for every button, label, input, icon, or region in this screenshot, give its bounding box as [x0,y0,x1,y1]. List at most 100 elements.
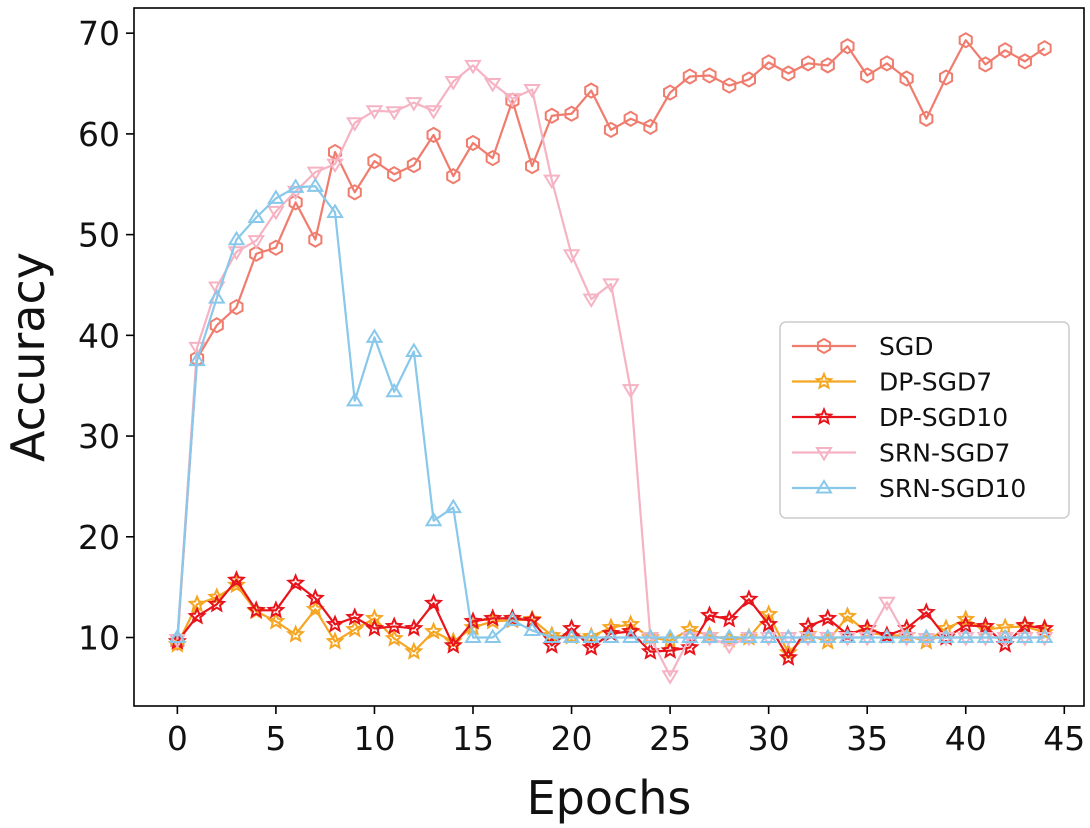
data-point-dp-sgd10 [680,637,700,656]
data-point-srn-sgd7 [621,384,640,399]
data-point-srn-sgd10 [168,628,187,644]
data-point-dp-sgd7 [207,587,227,606]
series-line-sgd [176,39,1046,643]
data-point-sgd [347,184,362,201]
data-point-srn-sgd10 [878,628,896,644]
data-point-srn-sgd10 [464,628,482,644]
series-dp-sgd10 [167,569,1055,666]
series-srn-sgd10 [168,177,1054,644]
data-point-dp-sgd10 [483,608,503,627]
data-point-srn-sgd7 [838,631,857,647]
data-point-srn-sgd7 [523,84,541,99]
data-point-srn-sgd7 [267,205,285,221]
data-point-srn-sgd7 [562,249,581,264]
data-point-srn-sgd7 [976,631,995,647]
data-point-srn-sgd7 [424,105,443,120]
data-point-dp-sgd7 [345,619,365,638]
data-point-srn-sgd10 [247,208,265,224]
x-tick-label: 20 [551,719,593,758]
data-point-sgd [781,65,796,82]
legend-marker [816,337,832,355]
data-point-srn-sgd7 [819,631,837,647]
data-point-dp-sgd10 [423,593,444,612]
legend: SGD DP-SGD7 DP-SGD10 SRN-SGD7 SRN-SGD10 [779,321,1070,519]
data-point-srn-sgd10 [188,351,206,367]
data-point-sgd [623,110,638,127]
data-point-dp-sgd10 [699,605,720,624]
data-point-srn-sgd7 [897,631,916,647]
data-point-srn-sgd7 [681,631,699,647]
data-point-srn-sgd7 [720,640,739,655]
data-point-srn-sgd10 [1016,628,1034,644]
data-point-sgd [879,55,894,72]
data-point-srn-sgd7 [661,670,679,685]
legend-marker [814,371,834,390]
data-point-srn-sgd10 [405,342,423,358]
data-point-sgd [998,42,1013,59]
data-point-sgd [722,77,737,94]
x-tick-label: 0 [167,719,188,758]
data-point-dp-sgd7 [956,609,976,628]
y-axis: 10 20 30 40 50 60 70 [78,14,134,658]
data-point-sgd [603,121,619,139]
data-point-srn-sgd10 [661,628,679,644]
data-point-sgd [584,82,599,99]
data-point-srn-sgd7 [779,631,798,647]
data-point-sgd [643,118,658,136]
data-point-sgd [801,55,816,72]
data-point-sgd [426,126,441,144]
data-point-srn-sgd10 [326,203,344,219]
plot-frame [133,7,1085,707]
data-point-sgd [663,84,678,101]
data-point-srn-sgd10 [543,628,561,644]
data-point-srn-sgd7 [700,631,719,647]
x-tick-label: 25 [649,719,691,758]
x-tick-label: 10 [353,719,395,758]
data-point-sgd [229,298,244,316]
data-point-srn-sgd10 [602,628,620,644]
data-point-sgd [958,32,973,49]
data-point-srn-sgd10 [267,189,285,204]
data-point-srn-sgd10 [208,289,226,304]
data-point-dp-sgd10 [916,602,936,621]
data-point-srn-sgd10 [819,628,837,644]
data-point-dp-sgd10 [384,616,404,635]
legend-label: SRN-SGD10 [879,474,1026,503]
data-point-srn-sgd7 [917,632,936,648]
data-point-sgd [268,239,283,256]
data-point-srn-sgd10 [759,628,778,644]
data-point-sgd [919,110,934,127]
data-point-sgd [465,134,481,152]
data-point-srn-sgd7 [365,105,384,120]
data-point-srn-sgd7 [602,278,620,293]
data-point-dp-sgd7 [384,628,404,647]
data-point-dp-sgd7 [621,614,641,633]
data-point-sgd [978,56,993,73]
data-point-srn-sgd10 [582,628,601,644]
data-point-sgd [820,57,835,74]
data-point-srn-sgd10 [917,628,936,644]
data-point-srn-sgd10 [838,628,857,644]
y-tick-label: 70 [78,14,120,53]
data-point-srn-sgd10 [444,498,463,514]
data-point-srn-sgd10 [424,511,443,527]
data-point-srn-sgd10 [996,628,1014,644]
data-point-srn-sgd7 [878,596,896,612]
x-tick-label: 40 [945,719,987,758]
data-point-srn-sgd10 [523,621,541,637]
data-point-dp-sgd10 [818,608,838,627]
legend-label: SGD [879,332,934,361]
data-point-srn-sgd10 [1035,628,1054,644]
series-line-srn-sgd10 [176,185,1045,639]
data-point-dp-sgd10 [266,600,286,619]
data-point-dp-sgd10 [719,609,739,628]
legend-label: DP-SGD10 [879,403,1008,432]
data-point-dp-sgd10 [739,589,759,608]
data-point-srn-sgd10 [937,628,955,644]
series-line-dp-sgd10 [176,579,1045,659]
data-point-srn-sgd10 [227,230,246,246]
y-tick-label: 20 [78,518,120,557]
data-point-srn-sgd10 [681,628,699,644]
legend-marker [815,479,833,494]
data-point-srn-sgd10 [858,628,876,644]
